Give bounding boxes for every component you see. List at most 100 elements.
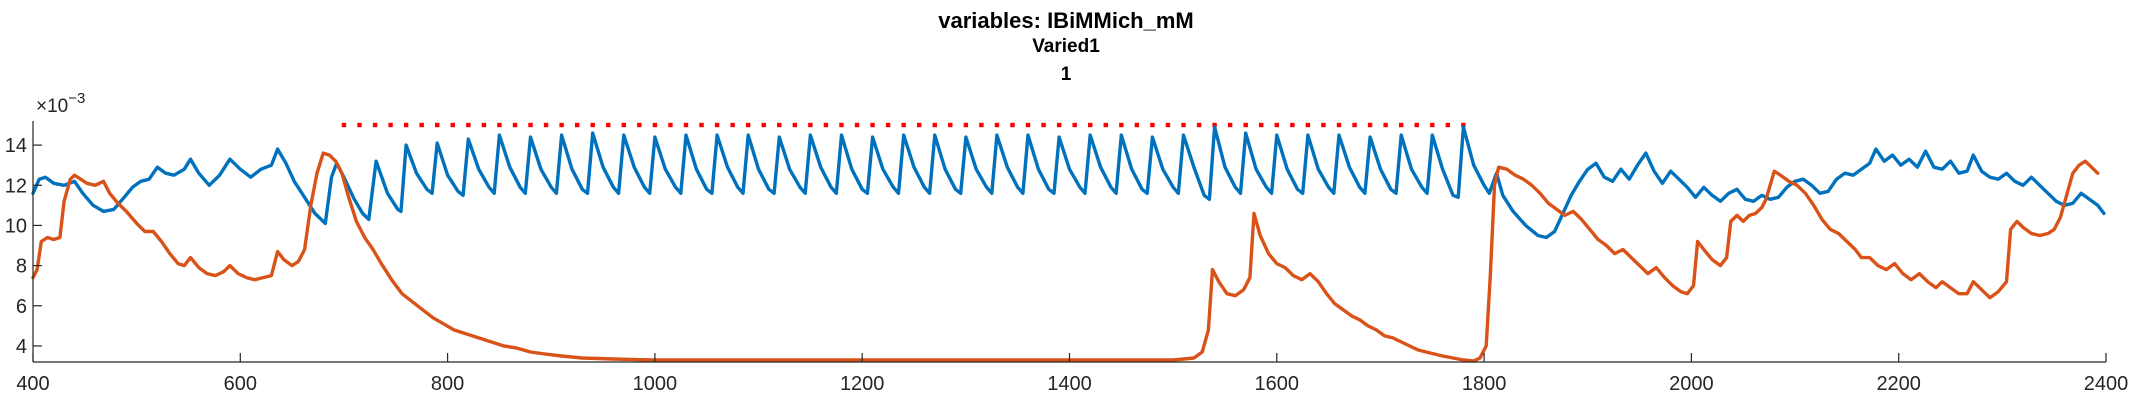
marker-point xyxy=(1212,122,1217,128)
marker-point xyxy=(1134,122,1140,128)
marker-point xyxy=(1445,122,1451,128)
marker-point xyxy=(917,122,922,128)
x-tick-label: 1600 xyxy=(1255,373,1300,395)
marker-point xyxy=(403,122,409,128)
marker-point xyxy=(574,122,580,128)
marker-point xyxy=(1430,122,1435,128)
marker-point xyxy=(1010,122,1015,128)
marker-point xyxy=(419,122,424,128)
marker-point xyxy=(854,122,860,128)
marker-point xyxy=(1196,122,1202,128)
series-line-2 xyxy=(31,151,2100,363)
marker-point xyxy=(388,122,393,128)
marker-point xyxy=(1088,122,1093,128)
marker-point xyxy=(1336,122,1342,128)
marker-point xyxy=(1041,122,1046,128)
marker-point xyxy=(948,122,953,128)
chart-subtitle-secondary: 1 xyxy=(1061,64,1072,85)
marker-point xyxy=(559,122,564,128)
marker-point xyxy=(808,122,813,128)
marker-point xyxy=(1243,122,1248,128)
marker-point xyxy=(870,122,875,128)
marker-point xyxy=(683,122,689,128)
x-tick-label: 600 xyxy=(224,373,257,395)
marker-point xyxy=(637,122,642,128)
x-tick-label: 2000 xyxy=(1669,373,1714,395)
marker-point xyxy=(1150,122,1155,128)
marker-point xyxy=(1072,122,1077,128)
x-tick-label: 1800 xyxy=(1462,373,1507,395)
x-tick-label: 2200 xyxy=(1876,373,1921,395)
marker-point xyxy=(372,122,378,128)
marker-point xyxy=(1305,122,1311,128)
marker-point xyxy=(979,122,984,128)
marker-point xyxy=(528,122,533,128)
marker-point xyxy=(590,122,595,128)
y-exponent-base: ×10 xyxy=(36,96,68,117)
y-exponent-power: −3 xyxy=(68,90,85,107)
marker-point xyxy=(357,122,362,128)
marker-point xyxy=(606,122,611,128)
marker-point xyxy=(1352,122,1357,128)
x-tick-label: 2400 xyxy=(2084,373,2129,395)
marker-point xyxy=(1103,122,1108,128)
marker-point xyxy=(1290,122,1295,128)
marker-point xyxy=(761,122,766,128)
marker-point xyxy=(730,122,735,128)
y-exponent-label: ×10−3 xyxy=(36,90,85,117)
marker-point xyxy=(621,122,627,128)
marker-point xyxy=(481,122,487,128)
y-tick-label: 12 xyxy=(5,175,27,197)
series-lines xyxy=(31,125,2106,363)
marker-point xyxy=(1398,122,1404,128)
marker-point xyxy=(963,122,969,128)
marker-point xyxy=(1274,122,1279,128)
marker-point xyxy=(901,122,906,128)
marker-point xyxy=(497,122,502,128)
x-tick-label: 1000 xyxy=(633,373,678,395)
marker-point xyxy=(1321,122,1326,128)
marker-point xyxy=(1025,122,1031,128)
marker-point xyxy=(652,122,658,128)
x-tick-label: 400 xyxy=(16,373,49,395)
marker-point xyxy=(714,122,720,128)
marker-point xyxy=(1367,122,1373,128)
marker-point xyxy=(341,122,347,128)
y-tick-label: 6 xyxy=(16,296,27,318)
series-line-1 xyxy=(31,125,2106,240)
marker-point xyxy=(1165,122,1171,128)
marker-point xyxy=(699,122,704,128)
marker-point xyxy=(466,122,471,128)
marker-point xyxy=(435,122,440,128)
marker-point xyxy=(885,122,891,128)
marker-point xyxy=(1119,122,1124,128)
marker-point xyxy=(823,122,829,128)
marker-point xyxy=(543,122,549,128)
axes: 400 600 800 1000 1200 1400 1600 1800 2000 2200 240… xyxy=(5,121,2129,395)
marker-point xyxy=(792,122,798,128)
marker-point xyxy=(1181,122,1186,128)
marker-point xyxy=(745,122,751,128)
x-tick-label: 1400 xyxy=(1047,373,1092,395)
x-tick-label: 1200 xyxy=(840,373,885,395)
marker-point xyxy=(1414,122,1419,128)
y-tick-label: 14 xyxy=(5,135,27,157)
y-tick-label: 10 xyxy=(5,215,27,237)
marker-point xyxy=(1383,122,1388,128)
marker-point xyxy=(839,122,844,128)
marker-point xyxy=(1227,122,1233,128)
marker-points xyxy=(341,122,1466,128)
chart-title: variables: IBiMMich_mM xyxy=(938,8,1194,33)
marker-point xyxy=(932,122,937,128)
chart-subtitle: Varied1 xyxy=(1032,36,1100,57)
marker-point xyxy=(668,122,673,128)
marker-point xyxy=(1461,122,1466,128)
marker-point xyxy=(450,122,455,128)
x-tick-label: 800 xyxy=(431,373,464,395)
marker-point xyxy=(1259,122,1264,128)
marker-point xyxy=(1056,122,1062,128)
y-tick-label: 4 xyxy=(16,336,27,358)
marker-point xyxy=(777,122,782,128)
marker-point xyxy=(512,122,518,128)
